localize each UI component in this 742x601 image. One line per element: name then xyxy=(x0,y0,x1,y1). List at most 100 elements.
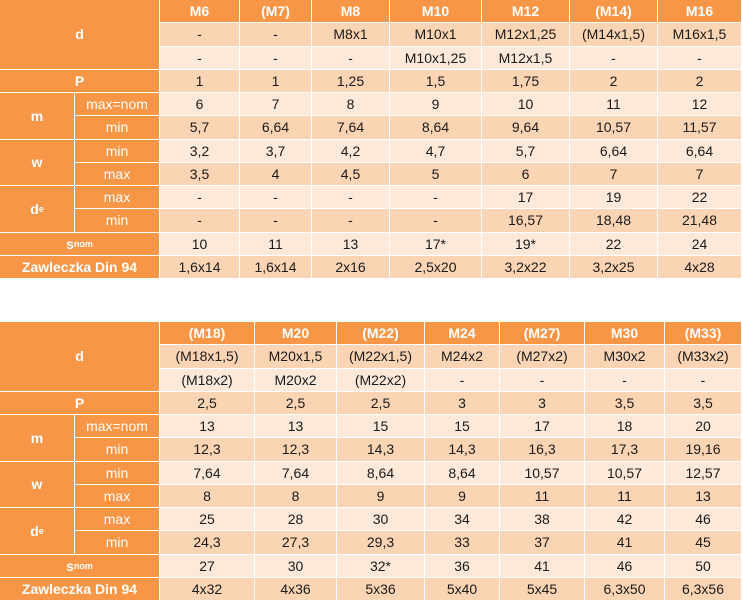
value-cell: 6 xyxy=(482,162,570,186)
row-label: s nom xyxy=(0,554,160,578)
value-cell: 11 xyxy=(500,484,585,508)
sub-label: max xyxy=(75,162,160,186)
value-cell: 18 xyxy=(585,415,665,439)
value-cell: 2,5 xyxy=(160,391,255,415)
value-cell: 8 xyxy=(255,484,337,508)
value-cell: 8,64 xyxy=(337,461,425,485)
value-cell: - xyxy=(665,368,742,392)
value-cell: M8x1 xyxy=(312,23,390,47)
value-cell: 7,64 xyxy=(255,461,337,485)
sub-label: min xyxy=(75,209,160,233)
value-cell: 10,57 xyxy=(500,461,585,485)
value-cell: - xyxy=(160,23,240,47)
value-cell: 5x45 xyxy=(500,577,585,601)
value-cell: M24x2 xyxy=(425,345,500,369)
value-cell: 3,2x22 xyxy=(482,255,570,279)
value-cell: 14,3 xyxy=(337,438,425,462)
value-cell: - xyxy=(425,368,500,392)
value-cell: 4,5 xyxy=(312,162,390,186)
value-cell: - xyxy=(390,186,482,210)
value-cell: 5x36 xyxy=(337,577,425,601)
value-cell: 28 xyxy=(255,508,337,532)
value-cell: 34 xyxy=(425,508,500,532)
value-cell: - xyxy=(240,46,312,70)
sub-label: max xyxy=(75,186,160,210)
value-cell: 2x16 xyxy=(312,255,390,279)
value-cell: 6,64 xyxy=(570,139,658,163)
value-cell: (M22x2) xyxy=(337,368,425,392)
value-cell: 10 xyxy=(160,232,240,256)
value-cell: 19* xyxy=(482,232,570,256)
value-cell: 46 xyxy=(665,508,742,532)
value-cell: - xyxy=(160,186,240,210)
value-cell: 25 xyxy=(160,508,255,532)
value-cell: 37 xyxy=(500,531,585,555)
value-cell: 7,64 xyxy=(312,116,390,140)
value-cell: 2,5x20 xyxy=(390,255,482,279)
value-cell: 30 xyxy=(255,554,337,578)
value-cell: 11 xyxy=(585,484,665,508)
value-cell: 16,3 xyxy=(500,438,585,462)
value-cell: - xyxy=(500,368,585,392)
value-cell: M10x1,25 xyxy=(390,46,482,70)
value-cell: 6,64 xyxy=(240,116,312,140)
value-cell: - xyxy=(160,209,240,233)
value-cell: 3,2x25 xyxy=(570,255,658,279)
value-cell: 22 xyxy=(658,186,742,210)
value-cell: 3 xyxy=(500,391,585,415)
label-main: s xyxy=(66,557,74,574)
value-cell: 38 xyxy=(500,508,585,532)
column-header: M24 xyxy=(425,322,500,346)
value-cell: 3,5 xyxy=(665,391,742,415)
value-cell: 2 xyxy=(570,69,658,93)
value-cell: 9 xyxy=(337,484,425,508)
value-cell: M20x2 xyxy=(255,368,337,392)
value-cell: 13 xyxy=(160,415,255,439)
value-cell: 4x32 xyxy=(160,577,255,601)
value-cell: 11,57 xyxy=(658,116,742,140)
value-cell: 1,5 xyxy=(390,69,482,93)
column-header: M12 xyxy=(482,0,570,24)
value-cell: 8,64 xyxy=(425,461,500,485)
value-cell: M30x2 xyxy=(585,345,665,369)
sub-label: max=nom xyxy=(75,415,160,439)
value-cell: 7 xyxy=(570,162,658,186)
value-cell: 2,5 xyxy=(255,391,337,415)
value-cell: (M33x2) xyxy=(665,345,742,369)
value-cell: 5x40 xyxy=(425,577,500,601)
column-header: (M14) xyxy=(570,0,658,24)
value-cell: 50 xyxy=(665,554,742,578)
column-header: (M18) xyxy=(160,322,255,346)
value-cell: 13 xyxy=(312,232,390,256)
row-label: P xyxy=(0,69,160,93)
value-cell: 13 xyxy=(255,415,337,439)
value-cell: M12x1,5 xyxy=(482,46,570,70)
value-cell: 33 xyxy=(425,531,500,555)
value-cell: - xyxy=(240,23,312,47)
value-cell: M10x1 xyxy=(390,23,482,47)
label-main: d xyxy=(30,200,39,217)
column-header: M6 xyxy=(160,0,240,24)
label-main: s xyxy=(66,235,74,252)
value-cell: 17,3 xyxy=(585,438,665,462)
sub-label: min xyxy=(75,438,160,462)
value-cell: 5,7 xyxy=(482,139,570,163)
value-cell: 7,64 xyxy=(160,461,255,485)
label-subscript: nom xyxy=(73,560,93,571)
header-label: d xyxy=(0,0,160,70)
value-cell: 6 xyxy=(160,93,240,117)
value-cell: 4,7 xyxy=(390,139,482,163)
value-cell: 5 xyxy=(390,162,482,186)
sub-label: min xyxy=(75,116,160,140)
value-cell: 11 xyxy=(570,93,658,117)
value-cell: 13 xyxy=(665,484,742,508)
value-cell: 7 xyxy=(658,162,742,186)
value-cell: 5,7 xyxy=(160,116,240,140)
value-cell: 27 xyxy=(160,554,255,578)
value-cell: 3,7 xyxy=(240,139,312,163)
value-cell: 10 xyxy=(482,93,570,117)
value-cell: 24,3 xyxy=(160,531,255,555)
value-cell: 1,75 xyxy=(482,69,570,93)
value-cell: - xyxy=(570,46,658,70)
